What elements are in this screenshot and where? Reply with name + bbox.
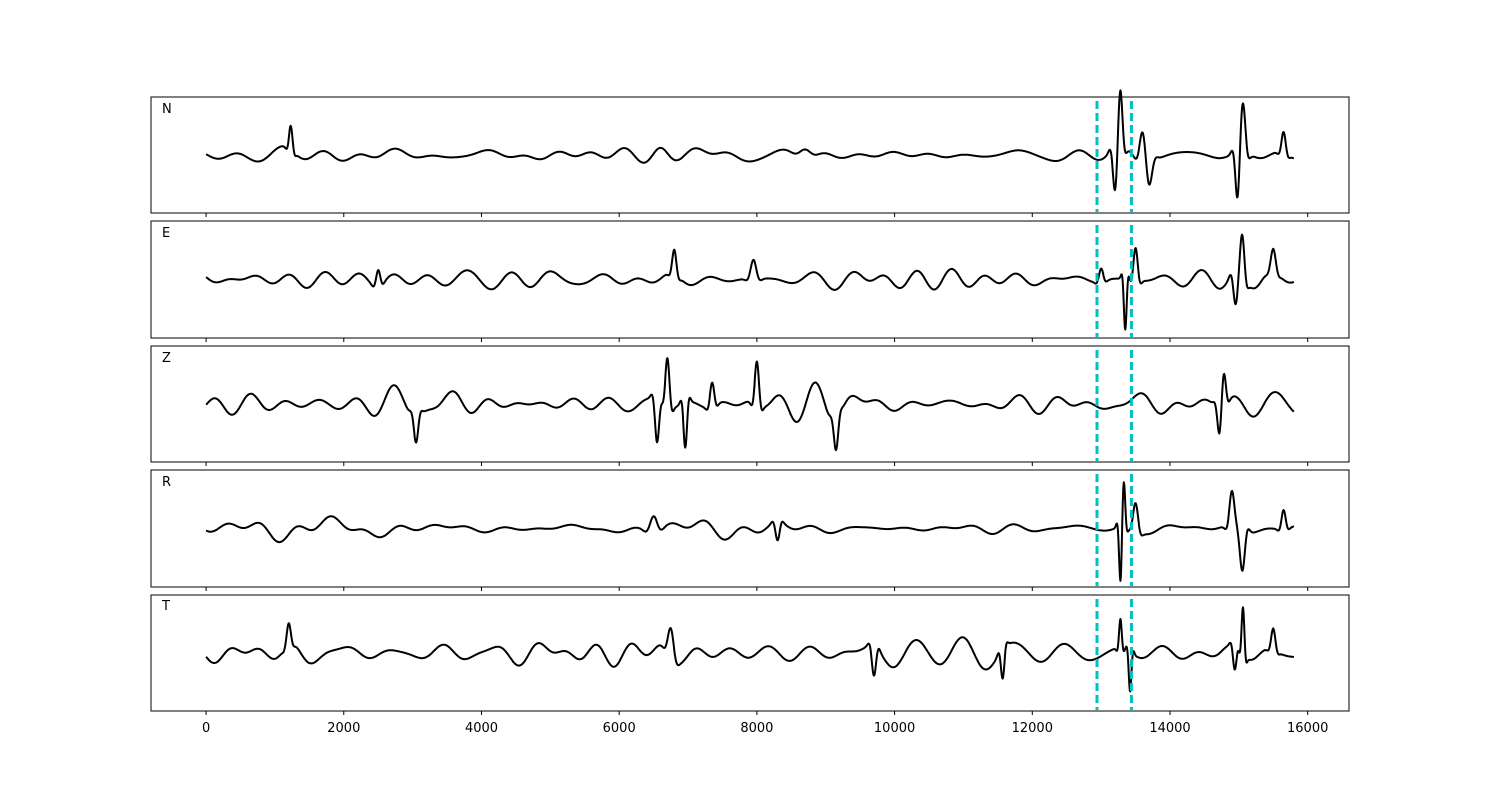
panel-4-label: T — [161, 599, 170, 614]
panel-0-frame — [150, 96, 1350, 214]
panel-4-tick-layer — [205, 711, 1309, 715]
panel-3: R — [150, 469, 1350, 591]
panel-4-frame — [150, 594, 1350, 712]
x-tick-label: 6000 — [603, 721, 636, 736]
trace-N — [205, 89, 1295, 199]
trace-T — [205, 606, 1295, 693]
x-tick-label: 14000 — [1149, 721, 1190, 736]
panel-0-label: N — [162, 102, 172, 117]
panel-4-marker-layer — [1095, 599, 1133, 710]
panel-1-label: E — [162, 226, 170, 241]
panel-1-trace-layer — [205, 233, 1295, 331]
panel-3-marker-layer — [1095, 474, 1133, 586]
panel-4-trace-layer — [205, 606, 1295, 693]
panel-2-trace-layer — [205, 357, 1295, 452]
panel-2: Z — [150, 345, 1350, 466]
trace-Z — [205, 357, 1295, 452]
x-tick-label: 2000 — [327, 721, 360, 736]
trace-R — [205, 481, 1295, 582]
panel-1-marker-layer — [1095, 225, 1133, 337]
panel-3-label: R — [162, 475, 171, 490]
panel-0-tick-layer — [205, 213, 1309, 217]
panel-3-trace-layer — [205, 481, 1295, 582]
panel-3-frame — [150, 469, 1350, 588]
trace-E — [205, 233, 1295, 331]
x-tick-label: 8000 — [740, 721, 773, 736]
panel-0: N — [150, 89, 1350, 217]
panel-2-frame — [150, 345, 1350, 463]
panel-2-label: Z — [162, 351, 171, 366]
panel-4: T — [150, 594, 1350, 715]
panel-0-marker-layer — [1095, 101, 1133, 212]
panel-0-trace-layer — [205, 89, 1295, 199]
panel-1-tick-layer — [205, 338, 1309, 342]
panel-1: E — [150, 220, 1350, 342]
panel-3-tick-layer — [205, 587, 1309, 591]
x-axis: 0 2000 4000 6000 8000 10000 12000 14000 … — [202, 721, 1328, 736]
x-tick-label: 0 — [202, 721, 210, 736]
panel-1-frame — [150, 220, 1350, 339]
x-tick-label: 10000 — [874, 721, 915, 736]
panel-2-marker-layer — [1095, 350, 1133, 461]
x-tick-label: 4000 — [465, 721, 498, 736]
x-tick-label: 16000 — [1287, 721, 1328, 736]
panel-2-tick-layer — [205, 462, 1309, 466]
x-tick-label: 12000 — [1012, 721, 1053, 736]
